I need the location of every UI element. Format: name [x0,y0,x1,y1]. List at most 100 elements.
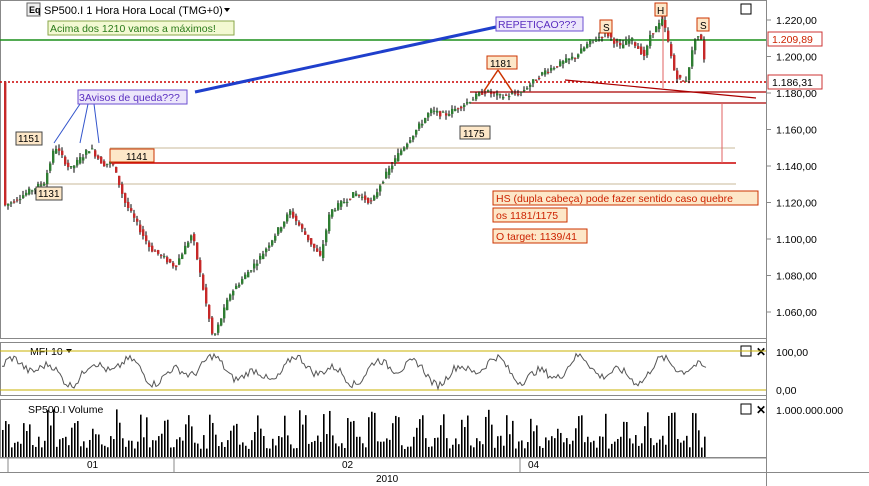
candle-body [10,202,13,204]
volume-maximize-icon[interactable] [740,403,752,415]
candle-body [28,188,31,195]
candle-body [97,155,100,159]
volume-bar [179,437,181,457]
price-tag-1209-text: 1.209,89 [772,34,813,46]
candle-body [301,224,304,229]
candle-body [535,79,538,81]
note-warnings-text: 3Avisos de queda??? [79,92,180,104]
candle-body [616,41,619,43]
candle-body [292,211,295,218]
candle-body [637,46,640,49]
candle-body [235,285,238,289]
volume-close-icon[interactable]: ✕ [756,403,766,417]
price-tick-label: 1.220,00 [776,15,817,27]
candle-body [529,84,532,87]
arrow-1181-left [483,69,499,92]
candle-body [700,34,703,40]
volume-bar [431,446,433,457]
volume-bar [662,435,664,457]
volume-bar [359,436,361,457]
candle-body [526,88,529,90]
candle-body [673,55,676,71]
label-1141: 1141 [126,152,148,163]
volume-bar [314,440,316,457]
candle-body [211,317,214,334]
volume-title[interactable]: SP500.I Volume [28,404,103,416]
maximize-icon[interactable] [740,3,752,15]
volume-bar [488,409,490,457]
volume-bar [221,442,223,457]
volume-bar [533,431,535,457]
volume-bar [413,436,415,457]
volume-bar [632,443,634,457]
candle-body [319,250,322,256]
candle-body [601,37,604,39]
shoulder-right-box [696,17,710,32]
candle-body [523,90,526,92]
warning-arrow-1 [53,103,81,144]
candle-body [337,203,340,210]
logo-icon [26,2,41,17]
candle-body [82,157,85,161]
volume-bar [272,438,274,457]
candle-body [178,258,181,265]
volume-bar [125,446,127,457]
volume-bar [695,413,697,457]
candle-body [214,333,217,335]
candle-body [331,209,334,217]
candle-body [172,262,175,267]
candle-body [289,210,292,215]
volume-bar [656,442,658,457]
month-jan: 01 [87,460,99,471]
candle-body [184,245,187,255]
candle-body [85,150,88,155]
volume-bar [404,448,406,457]
candle-body [649,34,652,46]
volume-bar [74,423,76,457]
candle-body [520,91,523,93]
volume-bar [296,448,298,457]
volume-bar [518,441,520,457]
volume-bar [107,447,109,457]
candle-body [379,185,382,192]
mfi-title[interactable]: MFI 10 [30,346,63,358]
shoulder-right-marker: S [700,21,707,32]
candle-body [58,148,61,151]
volume-bar [164,420,166,457]
volume-bar [443,414,445,457]
chart-title[interactable]: SP500.I 1 Hora Hora Local (TMG+0) [44,5,223,17]
volume-bar [566,438,568,457]
candle-body [448,114,451,116]
volume-bar [260,428,262,457]
candle-body [250,270,253,272]
volume-bar [92,428,94,457]
candle-body [265,248,268,253]
volume-bar [122,438,124,457]
volume-bar [308,443,310,457]
year-label: 2010 [376,474,399,485]
volume-bar [677,438,679,457]
volume-bar [14,442,16,457]
candle-body [271,240,274,246]
candle-body [217,324,220,333]
mfi-close-icon[interactable]: ✕ [756,345,766,359]
candle-body [664,19,667,28]
candle-body [346,201,349,203]
volume-bar [482,444,484,457]
candle-body [166,257,169,263]
candle-body [49,163,52,171]
volume-bar [20,443,22,457]
candle-body [67,162,70,168]
volume-bar [596,447,598,457]
volume-bar [668,415,670,457]
chevron-down-icon[interactable] [224,8,230,12]
volume-bar [131,440,133,457]
candle-body [142,229,145,236]
candle-body [169,259,172,263]
volume-bar [608,448,610,457]
volume-bar [557,428,559,457]
candle-body [625,39,628,45]
candle-body [397,153,400,162]
volume-bar [440,425,442,457]
volume-bar [653,445,655,457]
